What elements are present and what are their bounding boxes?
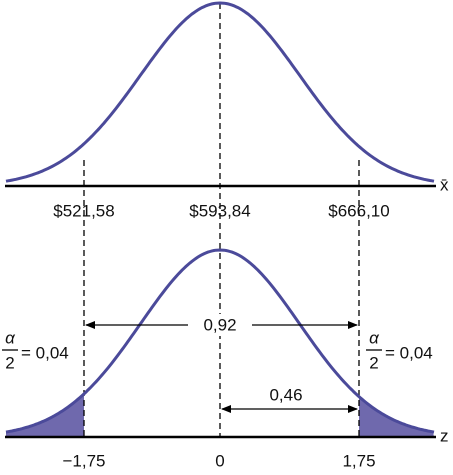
tick-label: 1,75 [342, 451, 375, 470]
tail-value: = 0,04 [21, 343, 69, 362]
tail-value: = 0,04 [385, 343, 433, 362]
fraction-denominator: 2 [369, 353, 378, 372]
tick-label: 0 [215, 451, 224, 470]
width-label: 0,92 [203, 315, 236, 334]
left-tail [6, 393, 84, 437]
bottom-curve [5, 248, 435, 434]
top-curve [5, 1, 435, 183]
tick-label: $593,84 [189, 201, 250, 220]
axis-label: x̄ [440, 175, 449, 194]
tick-label: −1,75 [62, 451, 105, 470]
fraction-denominator: 2 [5, 353, 14, 372]
fraction-numerator: α [369, 328, 380, 347]
fraction-numerator: α [5, 328, 16, 347]
axis-label: z [440, 426, 449, 445]
label-bg [188, 314, 252, 336]
shapes [2, 1, 436, 439]
tick-label: $666,10 [328, 201, 389, 220]
half-width-label: 0,46 [269, 385, 302, 404]
tick-label: $521,58 [53, 201, 114, 220]
right-tail [359, 396, 434, 437]
